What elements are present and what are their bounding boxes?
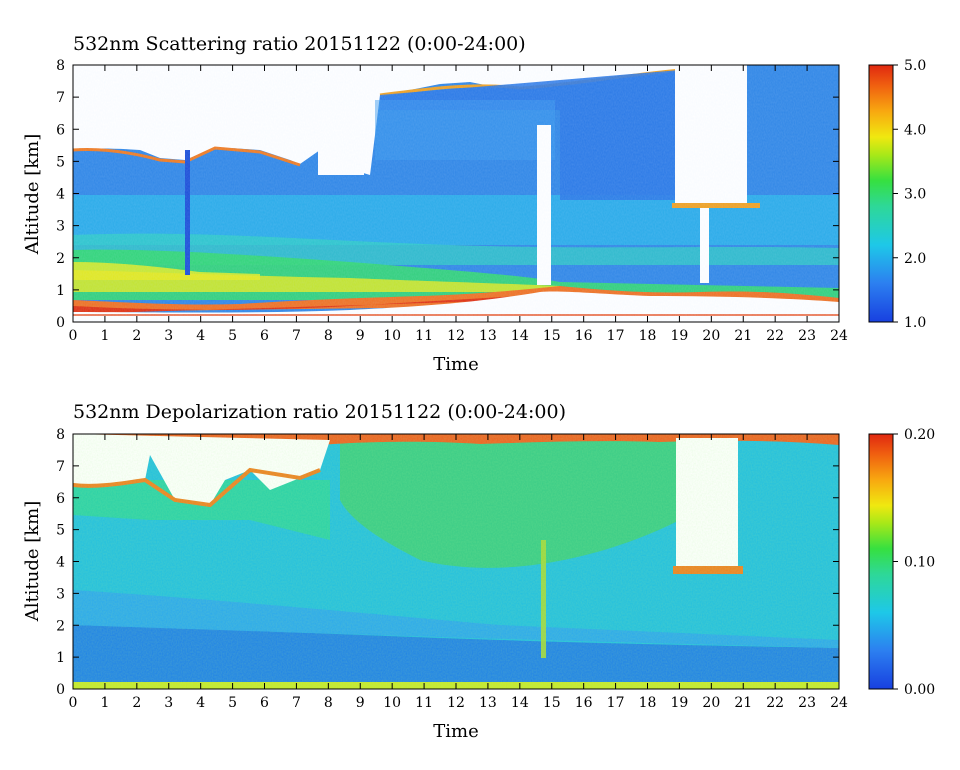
depolarization-ratio-ylabel: Altitude [km]	[22, 501, 43, 623]
x-tick-label: 23	[798, 695, 816, 711]
scattering-ratio-title: 532nm Scattering ratio 20151122 (0:00-24…	[73, 33, 526, 55]
x-tick-label: 6	[260, 328, 269, 344]
x-tick-label: 2	[132, 328, 141, 344]
depolarization-ratio-colorbar	[868, 433, 894, 690]
x-tick-label: 12	[447, 695, 465, 711]
y-tick-label: 8	[56, 58, 65, 74]
colorbar-tick-label: 1.0	[904, 315, 926, 331]
x-tick-label: 6	[260, 695, 269, 711]
x-tick-label: 3	[164, 328, 173, 344]
x-tick-label: 20	[702, 695, 720, 711]
scattering-ratio-heatmap	[73, 65, 839, 322]
x-tick-label: 19	[671, 328, 689, 344]
y-tick-label: 2	[56, 618, 65, 634]
x-tick-label: 15	[543, 328, 561, 344]
y-tick-label: 2	[56, 251, 65, 267]
x-tick-label: 0	[69, 695, 78, 711]
heatmap-texture-2	[73, 434, 839, 689]
x-tick-label: 14	[511, 695, 529, 711]
x-tick-label: 22	[766, 695, 784, 711]
depolarization-ratio-xlabel: Time	[433, 721, 478, 742]
y-tick-label: 7	[56, 459, 65, 475]
colorbar-tick-label: 4.0	[904, 122, 926, 138]
x-tick-label: 13	[479, 328, 497, 344]
y-tick-label: 6	[56, 491, 65, 507]
x-tick-label: 20	[702, 328, 720, 344]
x-tick-label: 19	[671, 695, 689, 711]
scattering-ratio-axes: 0 1 2 3 4 5 6 7 8 9 10 11 12 13 14 15 16 17 18 19 20 21 22 23 24…	[56, 58, 848, 344]
heatmap-texture	[73, 65, 839, 322]
y-tick-label: 6	[56, 122, 65, 138]
x-tick-label: 7	[292, 328, 301, 344]
scattering-ratio-xlabel: Time	[433, 354, 478, 375]
x-tick-label: 9	[356, 328, 365, 344]
y-tick-label: 5	[56, 154, 65, 170]
y-tick-label: 1	[56, 650, 65, 666]
x-tick-label: 17	[607, 328, 625, 344]
x-tick-label: 10	[383, 328, 401, 344]
depolarization-ratio-axes: 0 1 2 3 4 5 6 7 8 9 10 11 12 13 14 15 16 17 18 19 20 21 22 23 24…	[56, 427, 848, 711]
scattering-ratio-colorbar-ticks: 1.0 2.0 3.0 4.0 5.0	[893, 58, 926, 331]
x-tick-label: 4	[196, 695, 205, 711]
colorbar-tick-label: 0.20	[904, 427, 935, 443]
x-tick-label: 15	[543, 695, 561, 711]
x-tick-label: 1	[100, 695, 109, 711]
x-tick-label: 16	[575, 695, 593, 711]
depolarization-ratio-colorbar-ticks: 0.00 0.10 0.20	[893, 427, 935, 698]
colorbar-tick-label: 5.0	[904, 58, 926, 74]
x-tick-label: 0	[69, 328, 78, 344]
x-tick-label: 5	[228, 328, 237, 344]
depolarization-ratio-heatmap	[73, 434, 839, 689]
colorbar-tick-label: 2.0	[904, 251, 926, 267]
x-tick-label: 12	[447, 328, 465, 344]
x-tick-label: 1	[100, 328, 109, 344]
y-tick-label: 5	[56, 523, 65, 539]
y-tick-label: 4	[56, 187, 65, 203]
scattering-ratio-colorbar	[868, 64, 894, 323]
depolarization-ratio-title: 532nm Depolarization ratio 20151122 (0:0…	[73, 401, 566, 423]
colorbar-tick-label: 0.00	[904, 682, 935, 698]
y-tick-label: 7	[56, 90, 65, 106]
x-tick-label: 21	[734, 328, 752, 344]
x-tick-label: 13	[479, 695, 497, 711]
x-tick-label: 10	[383, 695, 401, 711]
scattering-ratio-ylabel: Altitude [km]	[22, 134, 43, 256]
y-tick-label: 1	[56, 283, 65, 299]
x-tick-label: 11	[415, 328, 433, 344]
x-tick-label: 9	[356, 695, 365, 711]
y-tick-label: 4	[56, 555, 65, 571]
scattering-ratio-panel: 532nm Scattering ratio 20151122 (0:00-24…	[22, 33, 926, 375]
x-tick-label: 11	[415, 695, 433, 711]
x-tick-label: 2	[132, 695, 141, 711]
x-tick-label: 14	[511, 328, 529, 344]
x-tick-label: 17	[607, 695, 625, 711]
y-tick-label: 0	[56, 315, 65, 331]
x-tick-label: 18	[639, 328, 657, 344]
x-tick-label: 5	[228, 695, 237, 711]
colorbar-tick-label: 3.0	[904, 187, 926, 203]
x-tick-label: 16	[575, 328, 593, 344]
x-tick-label: 8	[324, 328, 333, 344]
y-tick-label: 0	[56, 682, 65, 698]
x-tick-label: 24	[830, 328, 848, 344]
x-tick-label: 24	[830, 695, 848, 711]
x-tick-label: 7	[292, 695, 301, 711]
x-tick-label: 23	[798, 328, 816, 344]
x-tick-label: 18	[639, 695, 657, 711]
x-tick-label: 8	[324, 695, 333, 711]
depolarization-ratio-panel: 532nm Depolarization ratio 20151122 (0:0…	[22, 401, 935, 742]
x-tick-label: 4	[196, 328, 205, 344]
y-tick-label: 3	[56, 586, 65, 602]
y-tick-label: 3	[56, 219, 65, 235]
x-tick-label: 21	[734, 695, 752, 711]
x-tick-label: 22	[766, 328, 784, 344]
x-tick-label: 3	[164, 695, 173, 711]
colorbar-tick-label: 0.10	[904, 555, 935, 571]
y-tick-label: 8	[56, 427, 65, 443]
